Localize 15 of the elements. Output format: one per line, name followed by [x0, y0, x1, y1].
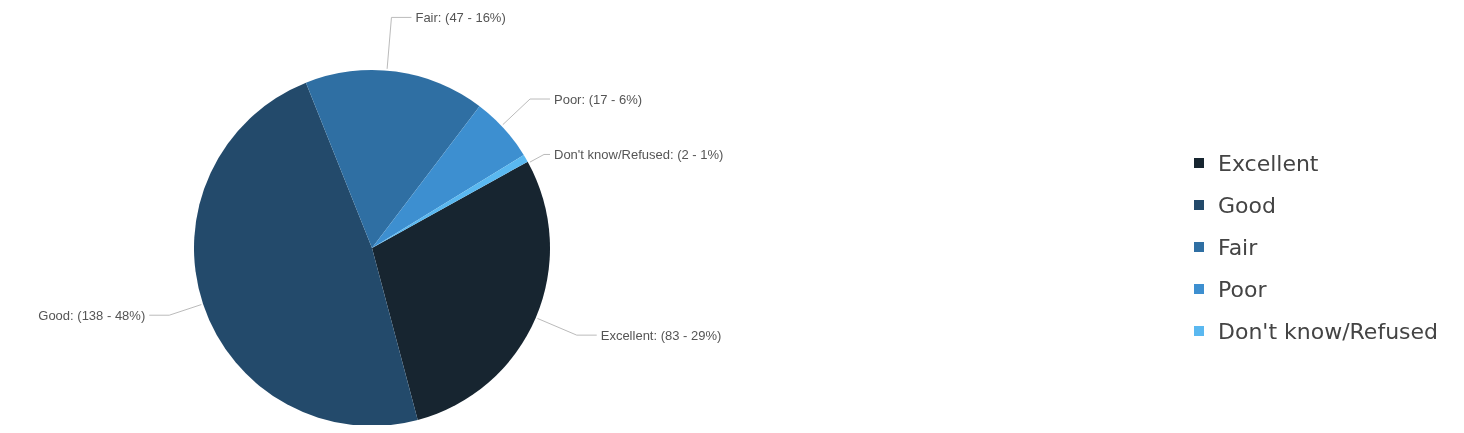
- legend-label: Poor: [1218, 276, 1268, 302]
- pie-slice: [372, 154, 528, 248]
- data-label: Don't know/Refused: (2 - 1%): [554, 147, 724, 163]
- data-label: Excellent: (83 - 29%): [600, 327, 722, 343]
- pie-slice: [305, 70, 480, 248]
- pie-slice: [194, 82, 418, 425]
- legend-label: Fair: [1218, 234, 1259, 260]
- legend-label: Don't know/Refused: [1218, 318, 1439, 344]
- data-label: Poor: (17 - 6%): [554, 91, 643, 107]
- data-label: Good: (138 - 48%): [38, 307, 146, 323]
- pie-slice: [372, 161, 550, 421]
- pie-slice: [372, 106, 524, 248]
- legend-label: Good: [1218, 192, 1276, 218]
- legend-label: Excellent: [1218, 150, 1319, 176]
- data-label: Fair: (47 - 16%): [415, 9, 506, 25]
